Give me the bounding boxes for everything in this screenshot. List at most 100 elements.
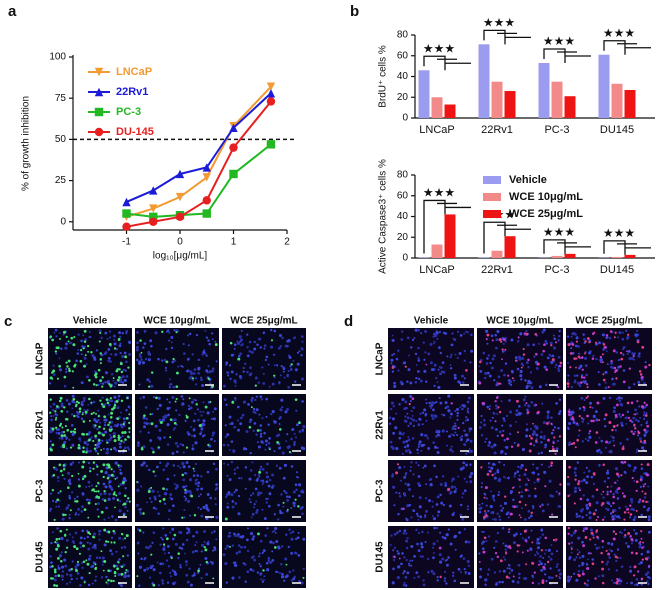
cell-nucleus — [622, 346, 626, 349]
cell-nucleus — [90, 565, 93, 568]
cell-nucleus — [54, 412, 57, 416]
cell-nucleus — [433, 384, 436, 387]
stained-cell — [425, 363, 428, 366]
cell-nucleus — [525, 361, 529, 365]
cell-nucleus — [118, 442, 122, 446]
cell-nucleus — [575, 578, 579, 582]
stained-cell — [117, 434, 120, 437]
cell-nucleus — [284, 344, 288, 348]
cell-nucleus — [125, 360, 128, 364]
stained-cell — [499, 559, 503, 563]
cell-nucleus — [136, 443, 140, 447]
cell-nucleus — [95, 443, 99, 447]
cell-nucleus — [410, 516, 413, 519]
cell-nucleus — [436, 447, 439, 449]
cell-nucleus — [120, 584, 123, 587]
stained-cell — [526, 411, 530, 414]
cell-nucleus — [117, 398, 120, 401]
cell-nucleus — [161, 538, 164, 541]
stained-cell — [231, 400, 235, 404]
cell-nucleus — [238, 576, 241, 579]
cell-nucleus — [559, 410, 562, 413]
stained-cell — [552, 538, 556, 542]
cell-nucleus — [407, 436, 410, 438]
cell-nucleus — [420, 433, 424, 437]
stained-cell — [616, 424, 619, 427]
row-label: DU145 — [375, 541, 386, 573]
cell-nucleus — [436, 514, 440, 517]
cell-nucleus — [502, 507, 505, 510]
cell-nucleus — [289, 365, 292, 368]
cell-nucleus — [635, 412, 639, 415]
cell-nucleus — [113, 531, 117, 535]
cell-nucleus — [557, 568, 561, 572]
cell-nucleus — [102, 482, 106, 486]
cell-nucleus — [166, 406, 170, 411]
cell-nucleus — [404, 476, 407, 478]
cell-nucleus — [171, 537, 175, 541]
cell-nucleus — [570, 541, 573, 544]
stained-cell — [175, 385, 179, 388]
cell-nucleus — [54, 328, 58, 332]
cell-nucleus — [231, 576, 235, 580]
cell-nucleus — [200, 577, 203, 579]
cell-nucleus — [498, 491, 501, 493]
cell-nucleus — [461, 407, 464, 411]
cell-nucleus — [140, 485, 143, 488]
cell-nucleus — [393, 384, 397, 388]
cell-nucleus — [273, 420, 276, 423]
cell-nucleus — [57, 491, 60, 495]
stained-cell — [519, 516, 522, 519]
cell-nucleus — [463, 332, 466, 335]
stained-cell — [113, 541, 116, 544]
cell-nucleus — [163, 552, 166, 555]
cell-nucleus — [259, 395, 263, 399]
cell-nucleus — [234, 384, 237, 387]
cell-nucleus — [633, 529, 636, 532]
stained-cell — [105, 398, 109, 401]
cell-nucleus — [272, 541, 275, 545]
stained-cell — [100, 510, 104, 514]
cell-nucleus — [239, 422, 243, 426]
cell-nucleus — [228, 422, 232, 426]
cell-nucleus — [529, 371, 533, 374]
cell-nucleus — [124, 505, 127, 509]
cell-nucleus — [266, 527, 269, 530]
stained-cell — [83, 474, 87, 478]
data-point — [229, 169, 238, 179]
stained-cell — [224, 517, 228, 521]
stained-cell — [123, 494, 127, 498]
cell-nucleus — [608, 336, 612, 340]
stained-cell — [627, 333, 630, 336]
cell-nucleus — [267, 559, 270, 562]
cell-nucleus — [255, 408, 259, 412]
stained-cell — [601, 502, 605, 505]
stained-cell — [600, 551, 603, 555]
cell-nucleus — [116, 476, 119, 479]
cell-nucleus — [435, 331, 439, 335]
stained-cell — [570, 575, 573, 578]
cell-nucleus — [507, 378, 511, 382]
cell-nucleus — [295, 488, 298, 492]
cell-nucleus — [267, 441, 271, 445]
stained-cell — [107, 465, 111, 469]
cell-nucleus — [552, 346, 556, 350]
cell-nucleus — [259, 574, 262, 577]
stained-cell — [89, 470, 92, 473]
cell-nucleus — [536, 552, 540, 555]
cell-nucleus — [276, 518, 280, 521]
cell-nucleus — [231, 500, 235, 503]
cell-nucleus — [439, 493, 442, 497]
cell-nucleus — [588, 516, 592, 520]
cell-nucleus — [190, 426, 192, 428]
cell-nucleus — [425, 402, 428, 405]
cell-nucleus — [457, 475, 460, 478]
cell-nucleus — [184, 472, 187, 475]
cell-nucleus — [51, 531, 54, 534]
legend-label: Vehicle — [509, 174, 547, 186]
cell-nucleus — [580, 480, 584, 483]
cell-nucleus — [591, 406, 594, 409]
stained-cell — [524, 488, 528, 492]
stained-cell — [516, 444, 520, 447]
cell-nucleus — [103, 423, 107, 427]
